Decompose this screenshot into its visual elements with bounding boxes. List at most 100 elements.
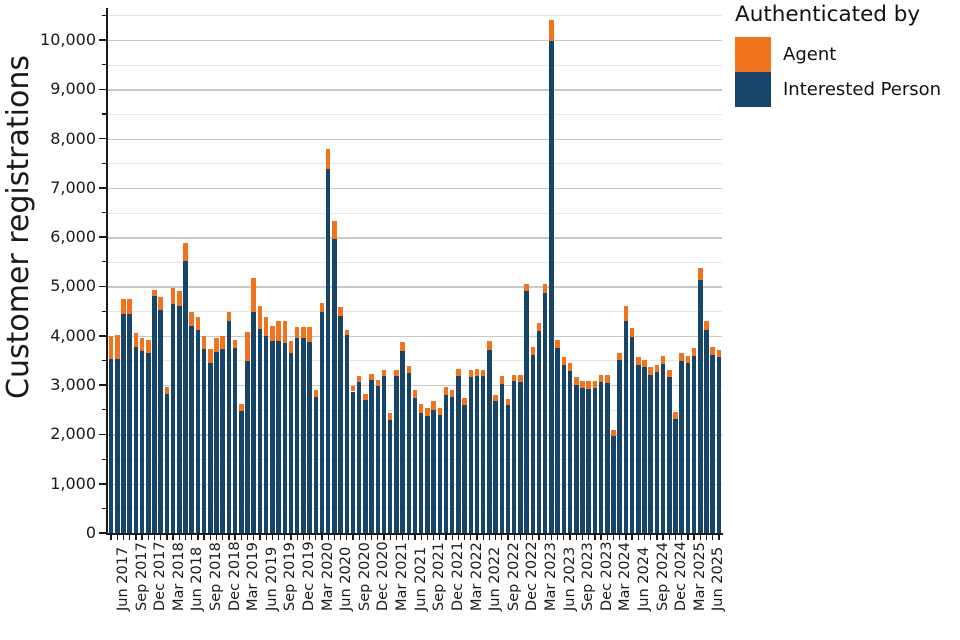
minor-gridline [108, 113, 722, 115]
bar-segment-interested-person [294, 338, 300, 533]
bar-segment-interested-person [338, 315, 343, 533]
bar-segment-agent [127, 299, 132, 314]
bar-segment-agent [276, 320, 281, 341]
bar-segment-interested-person [654, 372, 660, 533]
x-tick-label: Jun 2022 [487, 546, 504, 611]
bar-segment-interested-person [710, 355, 715, 533]
bar-segment-interested-person [691, 356, 697, 533]
bar-segment-agent [332, 220, 337, 240]
bar-segment-interested-person [716, 357, 722, 533]
bar-segment-interested-person [394, 376, 399, 533]
x-tick-label: Mar 2024 [617, 542, 634, 611]
bar-segment-interested-person [226, 320, 232, 533]
bar-segment-interested-person [629, 336, 635, 533]
x-tick-label: Jun 2024 [635, 546, 652, 611]
x-tick-mark [519, 535, 522, 540]
bar-segment-agent [660, 356, 666, 364]
x-tick-label: Dec 2017 [152, 541, 169, 611]
y-tick-mark [99, 137, 106, 140]
x-tick-mark [544, 535, 546, 540]
x-tick-mark [327, 535, 329, 540]
bar-segment-interested-person [431, 409, 436, 533]
bar-segment-agent [121, 299, 126, 314]
x-tick-mark [463, 535, 466, 540]
x-tick-label: Sep 2023 [580, 542, 597, 611]
major-gridline [108, 335, 722, 338]
bar-segment-interested-person [263, 335, 269, 533]
bar-segment-agent [257, 306, 263, 329]
x-tick-mark [563, 535, 565, 540]
x-tick-mark [662, 535, 664, 540]
bar-segment-interested-person [133, 346, 139, 533]
x-tick-mark [532, 535, 534, 540]
bar-segment-agent [387, 413, 393, 420]
bar-segment-agent [350, 385, 356, 392]
bar-segment-interested-person [505, 404, 511, 533]
x-tick-mark [315, 535, 317, 540]
y-tick-mark [102, 212, 106, 214]
x-tick-label: Dec 2018 [226, 541, 243, 611]
bar-segment-agent [542, 284, 548, 293]
bar-segment-agent [524, 284, 529, 292]
x-tick-mark [222, 535, 224, 540]
bar-segment-agent [586, 380, 591, 390]
bar-segment-agent [412, 390, 418, 398]
x-tick-mark [414, 535, 416, 540]
x-tick-mark [426, 535, 429, 540]
bar-segment-agent [158, 297, 163, 311]
bar-segment-agent [698, 268, 703, 280]
x-tick-mark [594, 535, 596, 540]
legend-item-agent: Agent [735, 37, 959, 72]
bar-segment-interested-person [425, 415, 430, 533]
x-tick-mark [569, 535, 571, 540]
major-gridline [108, 286, 722, 288]
x-tick-mark [370, 535, 373, 540]
x-tick-mark [246, 535, 249, 540]
bar-segment-interested-person [288, 352, 294, 533]
bar-segment-agent [418, 404, 424, 414]
x-tick-mark [600, 535, 602, 540]
bar-segment-interested-person [561, 364, 567, 533]
major-gridline [108, 39, 722, 42]
x-tick-mark [333, 535, 336, 540]
bar-segment-interested-person [301, 338, 306, 533]
bar-segment-agent [251, 277, 256, 313]
bar-segment-agent [146, 340, 151, 354]
bar-segment-interested-person [704, 329, 709, 533]
x-tick-mark [668, 535, 670, 540]
x-tick-mark [110, 535, 112, 540]
bar-segment-agent [449, 389, 455, 398]
bar-segment-agent [673, 412, 678, 420]
x-tick-mark [507, 535, 509, 540]
major-gridline [108, 237, 722, 239]
legend-label-agent: Agent [783, 44, 837, 65]
bar-segment-agent [381, 369, 387, 377]
x-tick-mark [420, 535, 422, 540]
x-tick-label: Mar 2018 [170, 542, 187, 611]
bar-segment-interested-person [555, 348, 560, 533]
bar-segment-interested-person [660, 363, 666, 533]
x-tick-label: Mar 2020 [319, 542, 336, 611]
legend-title: Authenticated by [735, 2, 921, 27]
x-tick-mark [160, 535, 162, 540]
x-tick-mark [141, 535, 143, 540]
x-tick-label: Sep 2024 [654, 542, 671, 611]
minor-gridline [108, 212, 722, 214]
x-tick-mark [476, 535, 478, 540]
x-tick-mark [271, 535, 273, 540]
bar-segment-agent [679, 353, 684, 361]
bar-segment-agent [462, 398, 467, 405]
bar-segment-interested-person [605, 382, 610, 533]
bar-segment-interested-person [623, 320, 629, 533]
x-tick-label: Dec 2023 [598, 541, 615, 611]
bar-segment-agent [170, 288, 176, 304]
x-tick-mark [352, 535, 354, 540]
bar-segment-interested-person [332, 239, 337, 533]
bar-segment-interested-person [220, 349, 225, 533]
bar-segment-interested-person [592, 388, 598, 533]
x-tick-mark [215, 535, 218, 540]
x-tick-mark [209, 535, 211, 540]
bar-segment-agent [480, 369, 486, 377]
x-tick-mark [147, 535, 149, 540]
bar-segment-agent [208, 349, 213, 363]
